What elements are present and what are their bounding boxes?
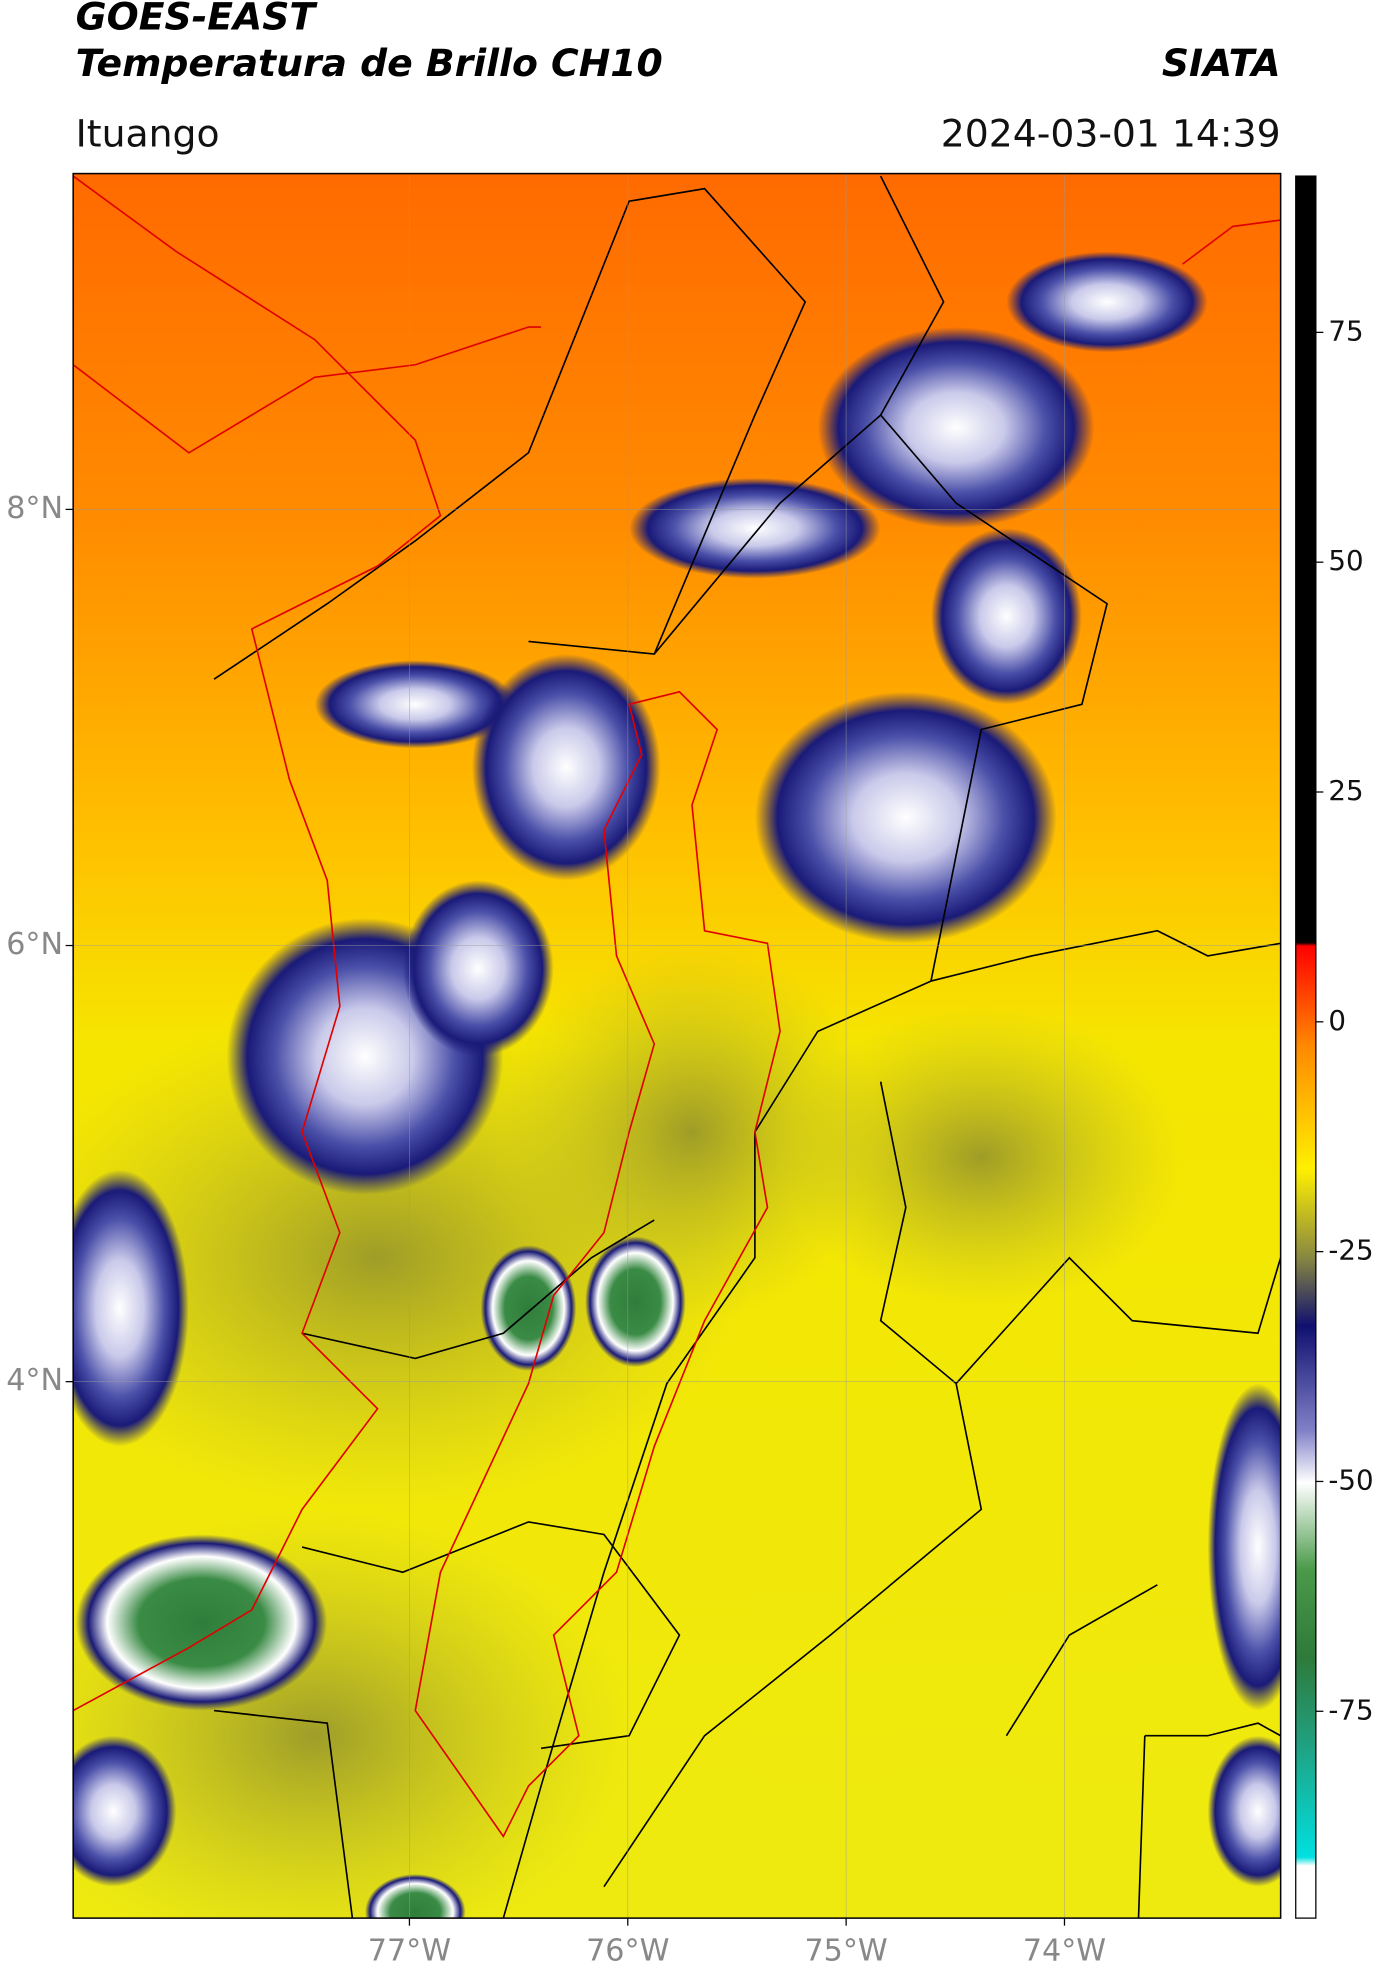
map-imagery [73,173,1281,1919]
subtitle: Temperatura de Brillo CH10 [76,41,663,85]
colorbar-tick-label: 75 [1328,314,1363,347]
x-tick-label: 75°W [804,1934,887,1969]
colorbar-tick-label: 50 [1328,544,1363,577]
y-tick-label: 4°N [6,1363,63,1398]
grid [73,173,1281,1919]
colorbar [1295,175,1317,1919]
colorbar-tick-label: -50 [1328,1463,1373,1496]
colorbar-tick-label: 25 [1328,774,1363,807]
x-tick-label: 76°W [586,1934,669,1969]
x-tick-label: 77°W [368,1934,451,1969]
x-tick-label: 74°W [1023,1934,1106,1969]
map-frame [72,172,1282,1919]
source: SIATA [1162,41,1281,85]
colorbar-tick-label: -25 [1328,1234,1373,1267]
title: GOES-EAST [76,0,319,38]
colorbar-tick-label: -75 [1328,1693,1373,1726]
y-tick-label: 6°N [6,927,63,962]
region: Ituango [76,111,220,155]
datetime: 2024-03-01 14:39 [941,111,1281,155]
y-tick-label: 8°N [6,491,63,526]
colorbar-tick-label: 0 [1328,1004,1346,1037]
